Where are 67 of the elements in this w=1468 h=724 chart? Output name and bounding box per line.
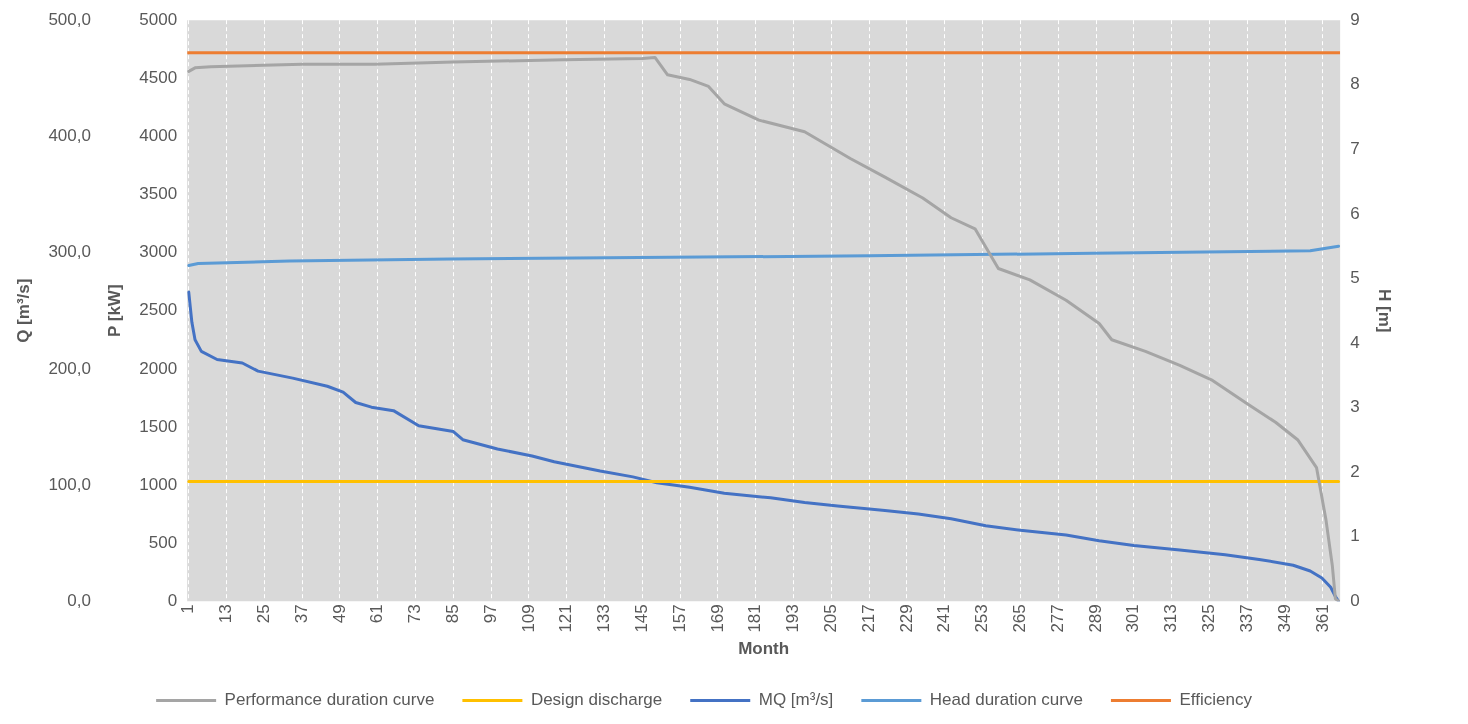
- x-axis-title: Month: [738, 639, 790, 659]
- y2-tick-label: 300,0: [48, 242, 91, 262]
- y-tick-label: 4000: [139, 126, 178, 146]
- x-tick-label: 109: [518, 604, 538, 633]
- y-tick-label: 0: [167, 590, 178, 610]
- x-tick-label: 313: [1161, 604, 1181, 633]
- y3-tick-label: 3: [1350, 397, 1360, 417]
- x-tick-label: 229: [896, 604, 916, 633]
- y-tick-label: 1500: [139, 416, 178, 436]
- x-tick-label: 85: [443, 604, 463, 624]
- y3-tick-label: 5: [1350, 268, 1360, 288]
- x-tick-label: 169: [707, 604, 727, 633]
- x-tick-label: 277: [1047, 604, 1067, 633]
- y3-tick-label: 1: [1350, 526, 1360, 546]
- x-tick-label: 193: [783, 604, 803, 633]
- x-tick-label: 97: [480, 604, 500, 624]
- x-tick-label: 181: [745, 604, 765, 633]
- legend-label: Design discharge: [530, 690, 663, 710]
- x-tick-label: 325: [1199, 604, 1219, 633]
- y2-axis-title: Q [m³/s]: [13, 278, 33, 343]
- y-tick-label: 5000: [139, 9, 178, 29]
- x-tick-label: 133: [594, 604, 614, 633]
- y3-tick-label: 8: [1350, 74, 1360, 94]
- x-tick-label: 61: [367, 604, 387, 624]
- legend-label: MQ [m³/s]: [758, 690, 834, 710]
- x-tick-label: 289: [1085, 604, 1105, 633]
- y2-tick-label: 100,0: [48, 474, 91, 494]
- x-tick-label: 205: [821, 604, 841, 633]
- legend-label: Performance duration curve: [224, 690, 435, 710]
- y2-tick-label: 500,0: [48, 9, 91, 29]
- legend-label: Efficiency: [1179, 690, 1253, 710]
- y-tick-label: 2500: [139, 300, 178, 320]
- x-tick-label: 37: [291, 604, 311, 624]
- x-tick-label: 361: [1312, 604, 1332, 633]
- x-tick-label: 13: [216, 604, 236, 624]
- x-tick-label: 145: [632, 604, 652, 633]
- y-tick-label: 500: [148, 532, 178, 552]
- y2-tick-label: 200,0: [48, 358, 91, 378]
- y3-tick-label: 0: [1350, 590, 1360, 610]
- x-tick-label: 1: [178, 604, 198, 614]
- x-tick-label: 121: [556, 604, 576, 633]
- x-tick-label: 157: [669, 604, 689, 633]
- y3-tick-label: 4: [1350, 332, 1360, 352]
- y-tick-label: 1000: [139, 474, 178, 494]
- y-tick-label: 4500: [139, 67, 178, 87]
- x-tick-label: 217: [858, 604, 878, 633]
- x-tick-label: 265: [1010, 604, 1030, 633]
- y3-tick-label: 9: [1350, 9, 1360, 29]
- y2-tick-label: 0,0: [67, 590, 91, 610]
- y-tick-label: 3500: [139, 184, 178, 204]
- y3-tick-label: 7: [1350, 139, 1360, 159]
- y3-tick-label: 2: [1350, 461, 1360, 481]
- y-tick-label: 3000: [139, 242, 178, 262]
- y2-tick-label: 400,0: [48, 126, 91, 146]
- x-tick-label: 25: [254, 604, 274, 624]
- y-axis-title: P [kW]: [104, 284, 124, 338]
- y3-axis-title: H [m]: [1375, 288, 1395, 333]
- x-tick-label: 49: [329, 604, 349, 624]
- x-tick-label: 349: [1274, 604, 1294, 633]
- x-tick-label: 301: [1123, 604, 1143, 633]
- legend-label: Head duration curve: [929, 690, 1083, 710]
- y3-tick-label: 6: [1350, 203, 1360, 223]
- x-tick-label: 337: [1236, 604, 1256, 633]
- x-tick-label: 241: [934, 604, 954, 633]
- y-tick-label: 2000: [139, 358, 178, 378]
- x-tick-label: 253: [972, 604, 992, 633]
- x-tick-label: 73: [405, 604, 425, 624]
